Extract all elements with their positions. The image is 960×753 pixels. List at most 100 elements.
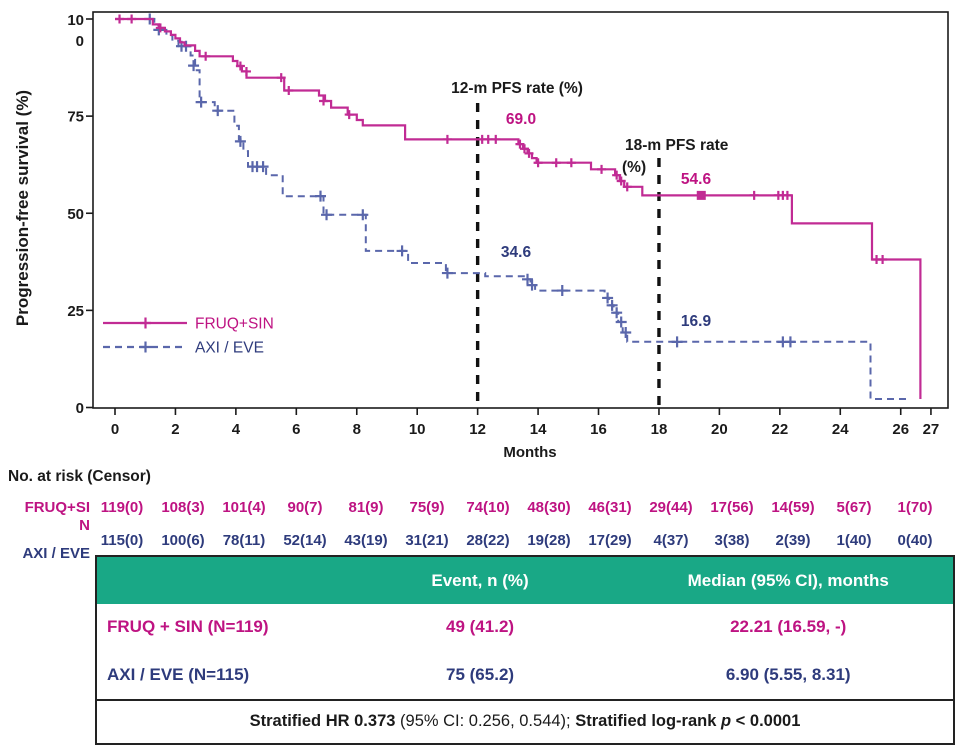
risk-value-fruq-sin-m16: 46(31)	[588, 499, 631, 516]
risk-value-fruq-sin-m4: 101(4)	[222, 499, 265, 516]
logrank-label: Stratified log-rank	[575, 712, 721, 730]
annotation-rate18-title-line2: (%)	[622, 159, 646, 176]
censor-mark-fruq-sin	[115, 14, 125, 24]
x-tick-label: 0	[111, 421, 119, 438]
censor-mark-fruq-sin	[749, 190, 759, 200]
p-symbol: p	[721, 712, 732, 730]
annotation-rate12-fruq: 69.0	[506, 111, 536, 128]
risk-value-fruq-sin-m8: 81(9)	[348, 499, 383, 516]
censor-mark-axi-eve	[188, 60, 200, 72]
censor-mark-axi-eve	[357, 209, 369, 221]
risk-value-fruq-sin-m2: 108(3)	[161, 499, 204, 516]
censor-mark-axi-eve	[602, 292, 614, 304]
legend-censor-mark	[140, 341, 151, 353]
annotation-rate12-title: 12-m PFS rate (%)	[451, 80, 583, 97]
x-tick-label: 16	[590, 421, 607, 438]
legend-label-fruq-sin: FRUQ+SIN	[195, 316, 274, 333]
annotation-rate18-axi: 16.9	[681, 313, 712, 330]
table-row-axi-eve: AXI / EVE (N=115) 75 (65.2) 6.90 (5.55, …	[97, 650, 953, 699]
risk-value-fruq-sin-m24: 5(67)	[836, 499, 871, 516]
risk-value-axi-eve-m10: 31(21)	[405, 532, 448, 549]
risk-value-axi-eve-m4: 78(11)	[223, 532, 266, 549]
censor-mark-axi-eve	[212, 105, 224, 117]
censor-mark-fruq-sin	[344, 110, 354, 120]
summary-header-median: Median (95% CI), months	[687, 570, 889, 590]
y-tick-label: 0	[76, 400, 84, 417]
censor-mark-fruq-sin	[442, 134, 452, 144]
summary-table-header-row: Event, n (%) Median (95% CI), months	[97, 557, 953, 604]
censor-square-marker-fruq-sin	[696, 190, 706, 200]
censor-mark-fruq-sin	[483, 134, 493, 144]
risk-value-fruq-sin-m12: 74(10)	[466, 499, 509, 516]
plot-frame	[92, 11, 949, 409]
censor-mark-axi-eve	[671, 336, 683, 348]
y-tick-label-100-line2: 0	[76, 33, 84, 50]
p-value: < 0.0001	[731, 712, 801, 730]
censor-mark-fruq-sin	[616, 176, 626, 186]
risk-table-title: No. at risk (Censor)	[8, 468, 151, 485]
annotation-rate18-fruq: 54.6	[681, 171, 712, 188]
censor-mark-fruq-sin	[276, 73, 286, 83]
legend-censor-mark	[140, 317, 151, 329]
x-tick-label: 24	[832, 421, 849, 438]
censor-mark-axi-eve	[556, 285, 568, 297]
annotation-rate12-axi: 34.6	[501, 244, 532, 261]
censor-mark-fruq-sin	[622, 182, 632, 192]
risk-value-axi-eve-m2: 100(6)	[161, 532, 204, 549]
risk-value-axi-eve-m14: 19(28)	[527, 532, 570, 549]
censor-mark-axi-eve	[257, 161, 269, 173]
x-tick-label: 10	[409, 421, 426, 438]
censor-mark-axi-eve	[396, 245, 408, 257]
annotation-rate18-title-line1: 18-m PFS rate	[625, 137, 729, 154]
y-axis-title: Progression-free survival (%)	[13, 90, 32, 326]
x-tick-label: 2	[171, 421, 179, 438]
row-label-fruq-sin: FRUQ + SIN (N=119)	[107, 617, 269, 636]
censor-mark-fruq-sin	[155, 23, 165, 33]
censor-mark-axi-eve	[321, 209, 333, 221]
y-tick-label: 75	[67, 109, 84, 126]
censor-mark-fruq-sin	[491, 134, 501, 144]
median-value-axi-eve: 6.90 (5.55, 8.31)	[725, 664, 851, 684]
risk-value-axi-eve-m18: 4(37)	[653, 532, 688, 549]
risk-value-fruq-sin-m22: 14(59)	[771, 499, 814, 516]
censor-mark-fruq-sin	[612, 170, 622, 180]
row-label-axi-eve: AXI / EVE (N=115)	[107, 664, 250, 684]
risk-value-axi-eve-m16: 17(29)	[588, 532, 631, 549]
censor-mark-fruq-sin	[782, 190, 792, 200]
summary-table: Event, n (%) Median (95% CI), months FRU…	[95, 555, 955, 745]
x-axis-title: Months	[503, 444, 556, 461]
censor-mark-fruq-sin	[524, 148, 534, 158]
censor-mark-fruq-sin	[235, 61, 245, 71]
risk-row-label-axi-eve: AXI / EVE	[22, 545, 90, 562]
risk-row-label-fruq-sin: FRUQ+SI	[25, 499, 90, 516]
censor-mark-fruq-sin	[519, 144, 529, 154]
censor-mark-axi-eve	[522, 273, 534, 285]
risk-value-fruq-sin-m10: 75(9)	[409, 499, 444, 516]
x-tick-label: 8	[353, 421, 361, 438]
x-tick-label: 6	[292, 421, 300, 438]
stratified-stats-footer: Stratified HR 0.373 (95% CI: 0.256, 0.54…	[97, 699, 953, 742]
risk-value-fruq-sin-m14: 48(30)	[527, 499, 570, 516]
x-tick-label: 27	[923, 421, 940, 438]
risk-value-axi-eve-m24: 1(40)	[836, 532, 871, 549]
censor-mark-fruq-sin	[241, 66, 251, 76]
censor-mark-fruq-sin	[201, 51, 211, 61]
censor-mark-axi-eve	[784, 336, 796, 348]
y-tick-label-100-line1: 10	[67, 12, 84, 29]
censor-mark-fruq-sin	[878, 254, 888, 264]
risk-value-axi-eve-m26: 0(40)	[897, 532, 932, 549]
table-row-fruq-sin: FRUQ + SIN (N=119) 49 (41.2) 22.21 (16.5…	[97, 604, 953, 650]
x-tick-label: 14	[530, 421, 547, 438]
x-tick-label: 20	[711, 421, 728, 438]
censor-mark-fruq-sin	[566, 158, 576, 168]
risk-value-axi-eve-m0: 115(0)	[101, 532, 144, 549]
y-tick-label: 50	[67, 206, 84, 223]
x-tick-label: 26	[892, 421, 909, 438]
risk-value-axi-eve-m8: 43(19)	[344, 532, 387, 549]
x-tick-label: 12	[469, 421, 486, 438]
censor-mark-axi-eve	[441, 267, 453, 279]
risk-value-fruq-sin-m20: 17(56)	[710, 499, 753, 516]
censor-mark-axi-eve	[314, 190, 326, 202]
risk-value-axi-eve-m6: 52(14)	[283, 532, 326, 549]
